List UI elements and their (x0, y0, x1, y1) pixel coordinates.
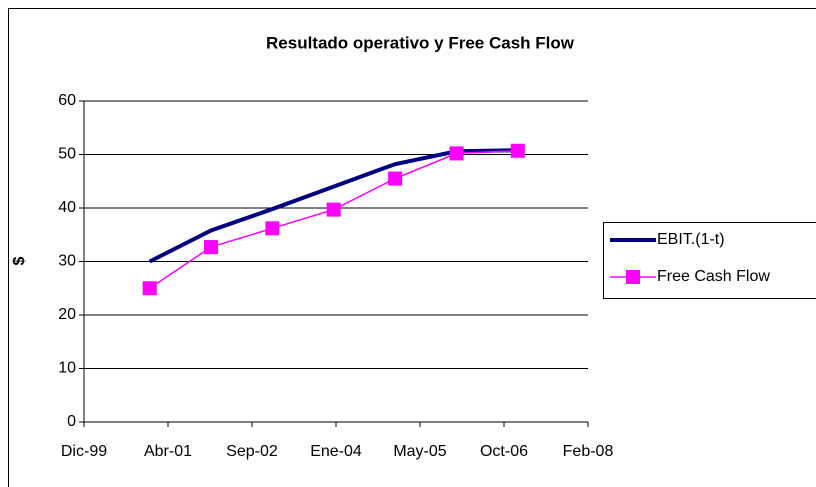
marker (142, 281, 157, 296)
x-tick-label: Oct-06 (480, 443, 528, 460)
y-tick-label: 50 (58, 146, 76, 163)
legend-marker (626, 270, 640, 284)
y-tick-label: 20 (58, 306, 76, 323)
y-axis-label: $ (11, 256, 28, 265)
marker (265, 221, 280, 236)
y-tick-label: 10 (58, 360, 76, 377)
x-tick-label: Ene-04 (310, 443, 362, 460)
legend-box (603, 222, 816, 299)
x-tick-label: Dic-99 (61, 443, 107, 460)
marker (510, 143, 525, 158)
marker (449, 146, 464, 161)
chart-title: Resultado operativo y Free Cash Flow (266, 33, 575, 52)
y-tick-label: 30 (58, 253, 76, 270)
x-tick-label: Feb-08 (563, 443, 614, 460)
x-tick-label: Sep-02 (226, 443, 278, 460)
y-tick-label: 40 (58, 199, 76, 216)
x-tick-label: May-05 (393, 443, 446, 460)
legend-label: Free Cash Flow (657, 268, 770, 285)
marker (326, 202, 341, 217)
x-tick-label: Abr-01 (144, 443, 192, 460)
legend-label: EBIT.(1-t) (657, 231, 725, 248)
marker (388, 171, 403, 186)
y-tick-label: 60 (58, 92, 76, 109)
y-tick-label: 0 (67, 413, 76, 430)
marker (204, 240, 219, 255)
